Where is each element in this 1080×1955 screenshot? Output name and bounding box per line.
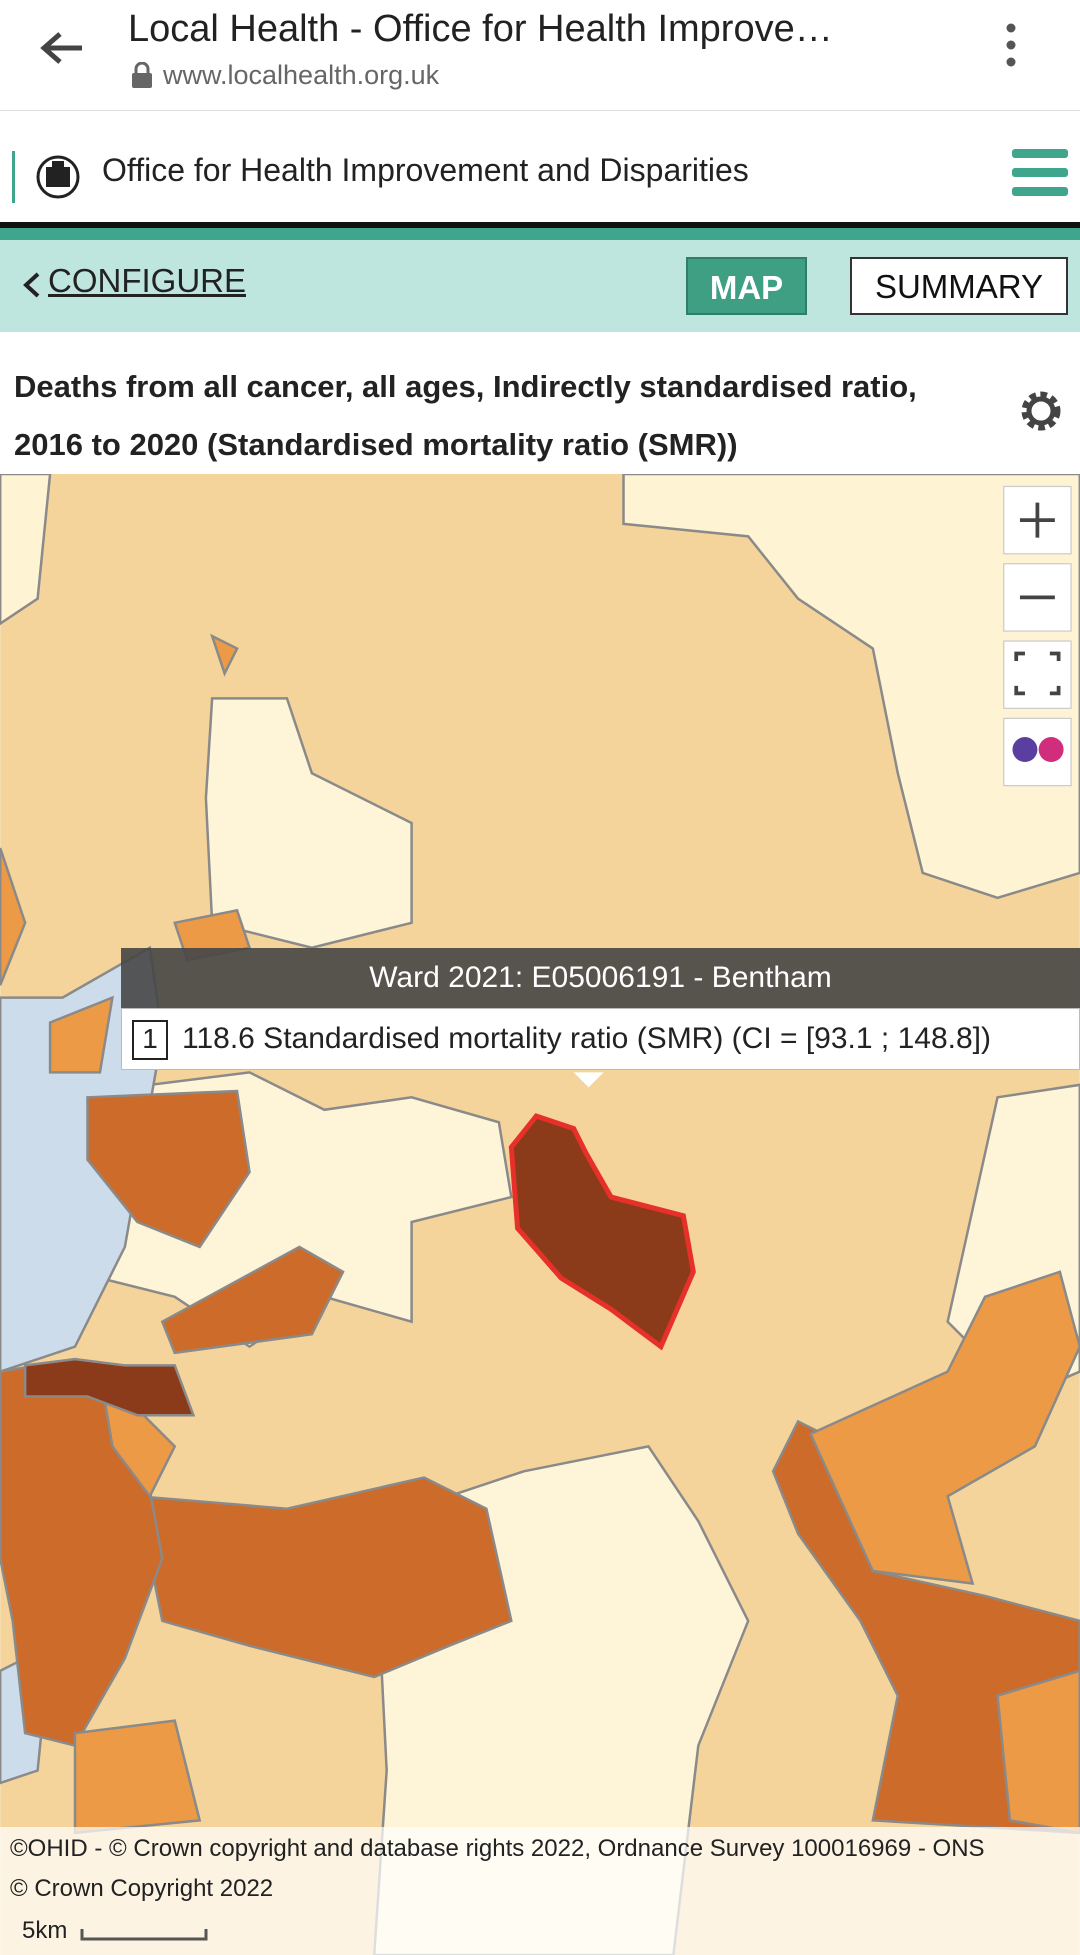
zoom-controls [1003, 485, 1072, 787]
site-header [0, 111, 1080, 224]
url[interactable]: www.localhealth.org.uk [163, 60, 440, 90]
org-name: Office for Health Improvement and Dispar… [102, 152, 749, 188]
accent-stripe [0, 228, 1080, 240]
configure-link[interactable]: CONFIGURE [48, 262, 246, 299]
settings-button[interactable] [1016, 386, 1066, 436]
attribution-line: © Crown Copyright 2022 [10, 1875, 274, 1902]
summary-tab[interactable]: SUMMARY [850, 257, 1068, 315]
crest-logo [12, 151, 80, 203]
lock-icon [132, 62, 152, 88]
tooltip-heading: Ward 2021: E05006191 - Bentham [121, 948, 1080, 1008]
hamburger-menu[interactable] [1012, 147, 1068, 199]
map[interactable] [0, 474, 1080, 1955]
scale-label: 5km [22, 1917, 68, 1944]
tooltip-body: 1 118.6 Standardised mortality ratio (SMR… [121, 1008, 1080, 1070]
indicator-title: Deaths from all cancer, all ages, Indire… [14, 369, 917, 462]
chevron-left [23, 272, 40, 298]
back-button[interactable] [38, 28, 88, 68]
scale-bar [80, 1929, 208, 1941]
tooltip-pointer [573, 1072, 604, 1088]
browser-bar: Local Health - Office for Health Improve… [0, 0, 1080, 111]
fullscreen[interactable] [1003, 640, 1072, 709]
menu-button[interactable] [998, 20, 1024, 70]
attribution: ©OHID - © Crown copyright and database r… [0, 1827, 1080, 1955]
rank-badge: 1 [132, 1020, 168, 1061]
tooltip-text: 118.6 Standardised mortality ratio (SMR)… [182, 1022, 991, 1055]
map-tab[interactable]: MAP [686, 257, 807, 315]
page-title: Local Health - Office for Health Improve… [128, 8, 833, 50]
divider [0, 222, 1080, 228]
attribution-line: ©OHID - © Crown copyright and database r… [10, 1835, 985, 1862]
